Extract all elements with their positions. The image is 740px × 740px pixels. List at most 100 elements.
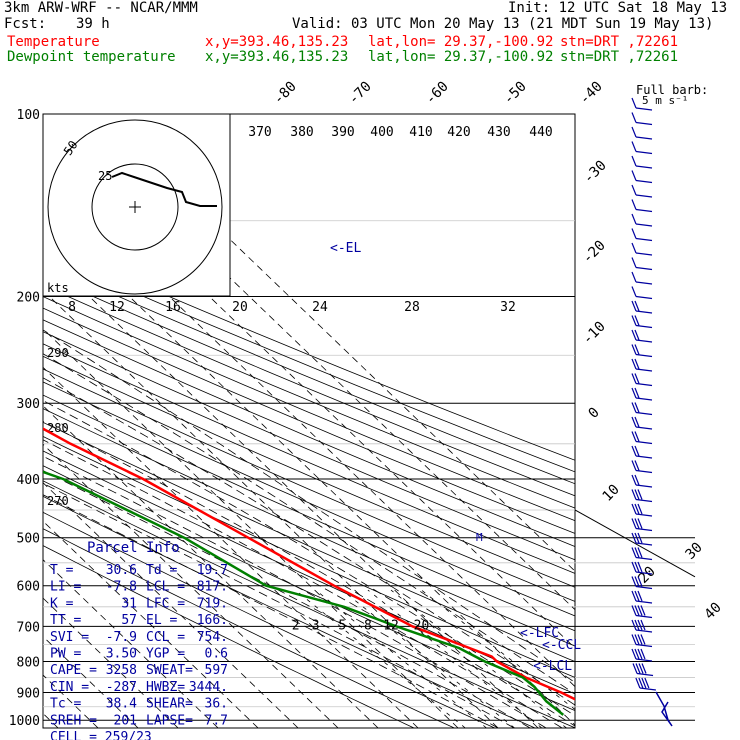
- wind-barb-flag: [631, 344, 637, 355]
- wind-barb-flag: [631, 199, 637, 210]
- wind-barb-flag: [634, 431, 640, 442]
- moist-adiabat: [43, 482, 515, 728]
- wind-barb-flag: [631, 605, 637, 616]
- parcel-param-value: 36.: [205, 697, 228, 712]
- dry-adiabat: [43, 331, 575, 561]
- pressure-label-900: 900: [17, 686, 40, 701]
- dewpoint-line: [43, 470, 565, 716]
- pressure-label-200: 200: [17, 290, 40, 305]
- dry-adiabat: [43, 435, 575, 678]
- isotherm-label: -20: [580, 238, 609, 267]
- dry-adiabat: [43, 465, 575, 712]
- wind-barb-flag: [631, 619, 637, 631]
- wind-barb: [635, 295, 653, 300]
- wind-barb: [635, 368, 653, 372]
- wind-barb-flag: [634, 634, 640, 645]
- forecast-label: Fcst:: [4, 16, 47, 32]
- wind-barb: [635, 614, 653, 619]
- wind-barb-flag: [637, 634, 643, 645]
- wind-barb-flag: [631, 373, 637, 384]
- wind-barb-flag: [631, 431, 637, 442]
- wind-barb-flag: [631, 445, 637, 457]
- moist-adiabat: [43, 420, 575, 727]
- side-tick-label: 270: [47, 494, 69, 508]
- wind-barb-flag: [634, 474, 640, 486]
- wind-barb-flag: [634, 445, 640, 457]
- isotherm: [43, 328, 459, 728]
- wind-barb-flag: [631, 242, 637, 254]
- wind-barb-flag: [640, 619, 646, 631]
- wind-barb-flag: [637, 605, 643, 616]
- parcel-param-name: PW =: [50, 647, 81, 662]
- wind-barb-flag: [634, 460, 640, 471]
- pressure-label-300: 300: [17, 397, 40, 412]
- parcel-param-value: 166.: [197, 613, 228, 628]
- theta-label: 410: [409, 125, 432, 140]
- legend-dewpoint: Dewpoint temperature: [7, 49, 176, 65]
- isotherm: [43, 559, 219, 728]
- parcel-param-value: 3258: [106, 663, 137, 678]
- wind-barb-flag: [637, 576, 643, 587]
- wind-barb-flag: [641, 677, 647, 689]
- wind-barb-flag: [631, 387, 637, 399]
- wind-barb: [635, 165, 653, 169]
- parcel-param-name: LCL =: [146, 580, 185, 595]
- parcel-param-name: Tc =: [50, 697, 81, 712]
- mixing-ratio-line: [295, 589, 466, 728]
- wind-barb-flag: [637, 561, 643, 573]
- wind-barb: [635, 194, 653, 198]
- parcel-param-name: LAPSE=: [146, 713, 193, 728]
- mixing-ratio-line: [390, 589, 567, 728]
- isotherm-label: -60: [423, 79, 452, 108]
- temperature-line: [43, 427, 575, 701]
- dry-adiabat: [43, 408, 575, 647]
- wind-barb-flag: [637, 547, 643, 558]
- wind-barb: [635, 527, 653, 532]
- hodograph-ring: [47, 119, 223, 295]
- legend-dewpoint-station: stn=DRT ,72261: [560, 49, 679, 65]
- wind-barb-flag: [634, 503, 640, 515]
- parcel-param-value: 19.7: [197, 563, 228, 578]
- theta-label: 370: [248, 125, 271, 140]
- wind-barb-flag: [634, 489, 640, 500]
- theta-label: 400: [370, 125, 393, 140]
- parcel-param-name: CAPE =: [50, 663, 97, 678]
- isotherm-label: 10: [600, 482, 623, 505]
- dry-adiabat: [43, 307, 575, 534]
- parcel-param-value: 0.6: [205, 647, 228, 662]
- isotherm: [43, 443, 339, 728]
- dry-adiabat: [43, 284, 575, 509]
- wind-barb: [635, 339, 653, 343]
- isotherm-label: 30: [683, 540, 706, 563]
- wind-barb-flag: [631, 460, 637, 471]
- dry-adiabat: [43, 252, 575, 473]
- parcel-param-name: CCL =: [146, 630, 185, 645]
- parcel-param-name: TT =: [50, 613, 81, 628]
- model-title: 3km ARW-WRF -- NCAR/MMM: [4, 0, 198, 16]
- dry-adiabat: [43, 262, 575, 485]
- valid-time: Valid: 03 UTC Mon 20 May 13 (21 MDT Sun …: [292, 16, 714, 32]
- parcel-param-value: 7.7: [205, 713, 228, 728]
- wind-barb: [635, 208, 653, 213]
- isotherm-label: 40: [702, 600, 725, 623]
- wind-barb-flag: [631, 315, 637, 326]
- speed-tick-label: 20: [232, 300, 248, 315]
- parcel-param-name: LI =: [50, 580, 81, 595]
- wind-barb-flag: [631, 141, 637, 152]
- forecast-hour: 39 h: [76, 16, 110, 32]
- parcel-param-name: CIN =: [50, 680, 89, 695]
- wind-barb-flag: [637, 532, 643, 544]
- isotherm-label: -30: [581, 158, 610, 187]
- wind-barb-flag: [637, 619, 643, 631]
- parcel-param-name: SHEAR=: [146, 697, 193, 712]
- wind-barb: [635, 223, 653, 227]
- wind-barb-flag: [640, 648, 646, 660]
- wind-barb: [635, 397, 653, 401]
- parcel-cell-motion: CELL = 259/23: [50, 730, 152, 740]
- speed-tick-label: 16: [165, 300, 181, 315]
- wind-barb: [635, 179, 653, 184]
- wind-barb: [635, 600, 653, 604]
- wind-barb-flag: [631, 402, 637, 413]
- side-tick-label: 280: [47, 421, 69, 435]
